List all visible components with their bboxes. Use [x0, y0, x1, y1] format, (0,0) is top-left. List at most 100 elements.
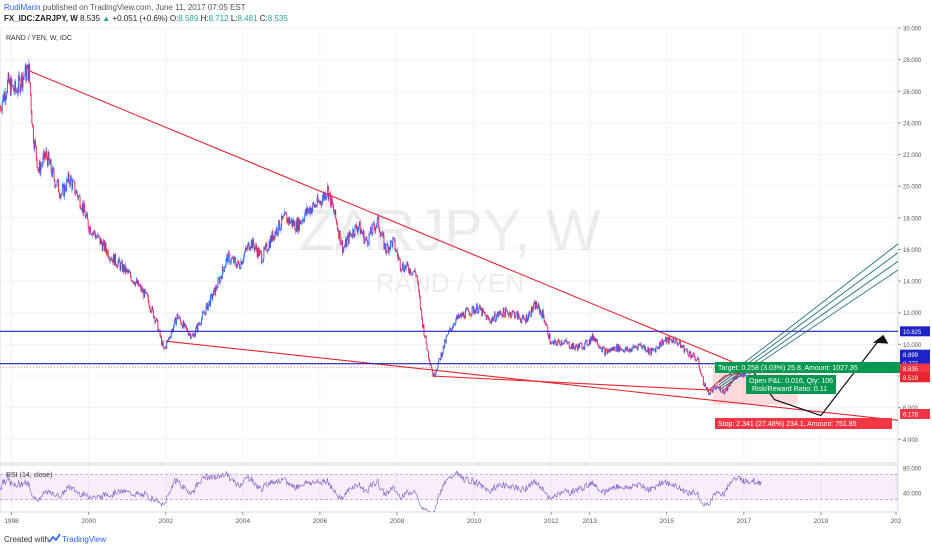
candle-body — [516, 311, 518, 313]
tradingview-brand-link[interactable]: TradingView — [62, 535, 107, 544]
candle-body — [339, 231, 340, 239]
candle-body — [497, 312, 499, 317]
candle-body — [494, 312, 496, 322]
candle-body — [118, 258, 120, 263]
candle-body — [144, 289, 145, 298]
candle-body — [722, 389, 724, 393]
candle-body — [734, 376, 736, 378]
candle-body — [351, 236, 353, 237]
candle-body — [233, 257, 234, 263]
candle-body — [149, 307, 151, 309]
candle-body — [218, 278, 220, 280]
candle-body — [584, 342, 586, 349]
candle-body — [187, 328, 188, 333]
candle-body — [457, 314, 459, 319]
candle-body — [501, 314, 503, 316]
candle-body — [170, 332, 172, 338]
candle-body — [22, 77, 24, 88]
candle-body — [419, 296, 421, 308]
candle-body — [106, 250, 108, 255]
candle-body — [665, 337, 667, 343]
candle-body — [27, 64, 29, 81]
candle-body — [524, 319, 526, 321]
candle-body — [156, 318, 158, 321]
rsi-pane[interactable] — [0, 464, 899, 513]
candle-body — [81, 209, 82, 210]
candle-body — [705, 387, 707, 390]
candle-body — [699, 370, 701, 374]
candle-body — [346, 238, 348, 248]
candle-body — [259, 250, 261, 251]
candle-body — [393, 237, 395, 239]
candle-body — [307, 207, 309, 213]
candle-body — [13, 90, 15, 92]
candle-body — [152, 309, 154, 318]
candle-body — [471, 306, 473, 314]
candle-body — [652, 348, 654, 351]
candle-body — [430, 364, 432, 366]
author-link[interactable]: RudiMarin — [4, 3, 41, 12]
candle-body — [312, 202, 314, 209]
candle-body — [354, 225, 356, 237]
candle-body — [245, 248, 247, 249]
candle-body — [695, 360, 697, 361]
candle-body — [202, 312, 204, 313]
candle-body — [516, 311, 518, 320]
candle-body — [163, 346, 165, 349]
candle-body — [236, 264, 238, 268]
candle-body — [676, 338, 678, 343]
candle-body — [34, 140, 36, 149]
price-change: +0.051 (+0.6%) — [112, 14, 168, 23]
candle-body — [697, 357, 699, 360]
candle-body — [304, 214, 306, 222]
candle-body — [101, 239, 102, 244]
candle-body — [677, 344, 679, 346]
price-chart[interactable]: ZARJPY, W RAND / YEN RAND / YEN, W, IDC … — [0, 0, 932, 530]
time-axis[interactable]: 1998 2000 2002 2004 2006 2008 2010 2012 2013 2015… — [4, 512, 902, 525]
time-tick-label: 2002 — [158, 518, 173, 525]
candle-body — [98, 234, 100, 237]
candle-body — [232, 257, 234, 259]
candle-body — [449, 327, 451, 331]
candle-body — [696, 357, 698, 361]
candle-body — [95, 234, 97, 239]
candle-body — [185, 325, 187, 329]
candle-body — [574, 347, 576, 350]
candle-body — [15, 81, 17, 92]
candle-body — [432, 370, 434, 376]
candle-body — [207, 304, 209, 311]
position-tool[interactable]: Target: 0.258 (3.03%) 25.8, Amount: 1027… — [715, 362, 900, 429]
candle-body — [244, 252, 246, 256]
candle-body — [749, 372, 751, 374]
candle-body — [504, 312, 506, 318]
candle-body — [18, 75, 20, 79]
candle-body — [560, 341, 562, 346]
candle-body — [483, 311, 485, 313]
candle-body — [211, 294, 213, 300]
candle-body — [450, 329, 452, 331]
candle-body — [219, 276, 221, 284]
candle-body — [548, 333, 550, 339]
candle-body — [216, 287, 218, 289]
candle-body — [261, 262, 263, 264]
candle-body — [132, 281, 134, 283]
high-label: H: — [200, 14, 209, 23]
candle-body — [135, 281, 137, 286]
candle-body — [375, 227, 377, 231]
candle-body — [532, 309, 534, 312]
candle-body — [363, 231, 365, 244]
candle-body — [505, 308, 506, 318]
candle-body — [12, 85, 14, 91]
candle-body — [117, 262, 119, 268]
candle-body — [734, 376, 735, 379]
rsi-axis: 40.000 80.000 — [903, 467, 922, 498]
candle-body — [438, 358, 440, 364]
candle-body — [470, 313, 472, 316]
candle-body — [623, 351, 625, 353]
candle-body — [278, 220, 280, 231]
candle-body — [347, 235, 349, 244]
candle-body — [462, 312, 464, 316]
candle-body — [91, 234, 93, 236]
candle-body — [127, 269, 128, 273]
candle-body — [208, 301, 210, 305]
